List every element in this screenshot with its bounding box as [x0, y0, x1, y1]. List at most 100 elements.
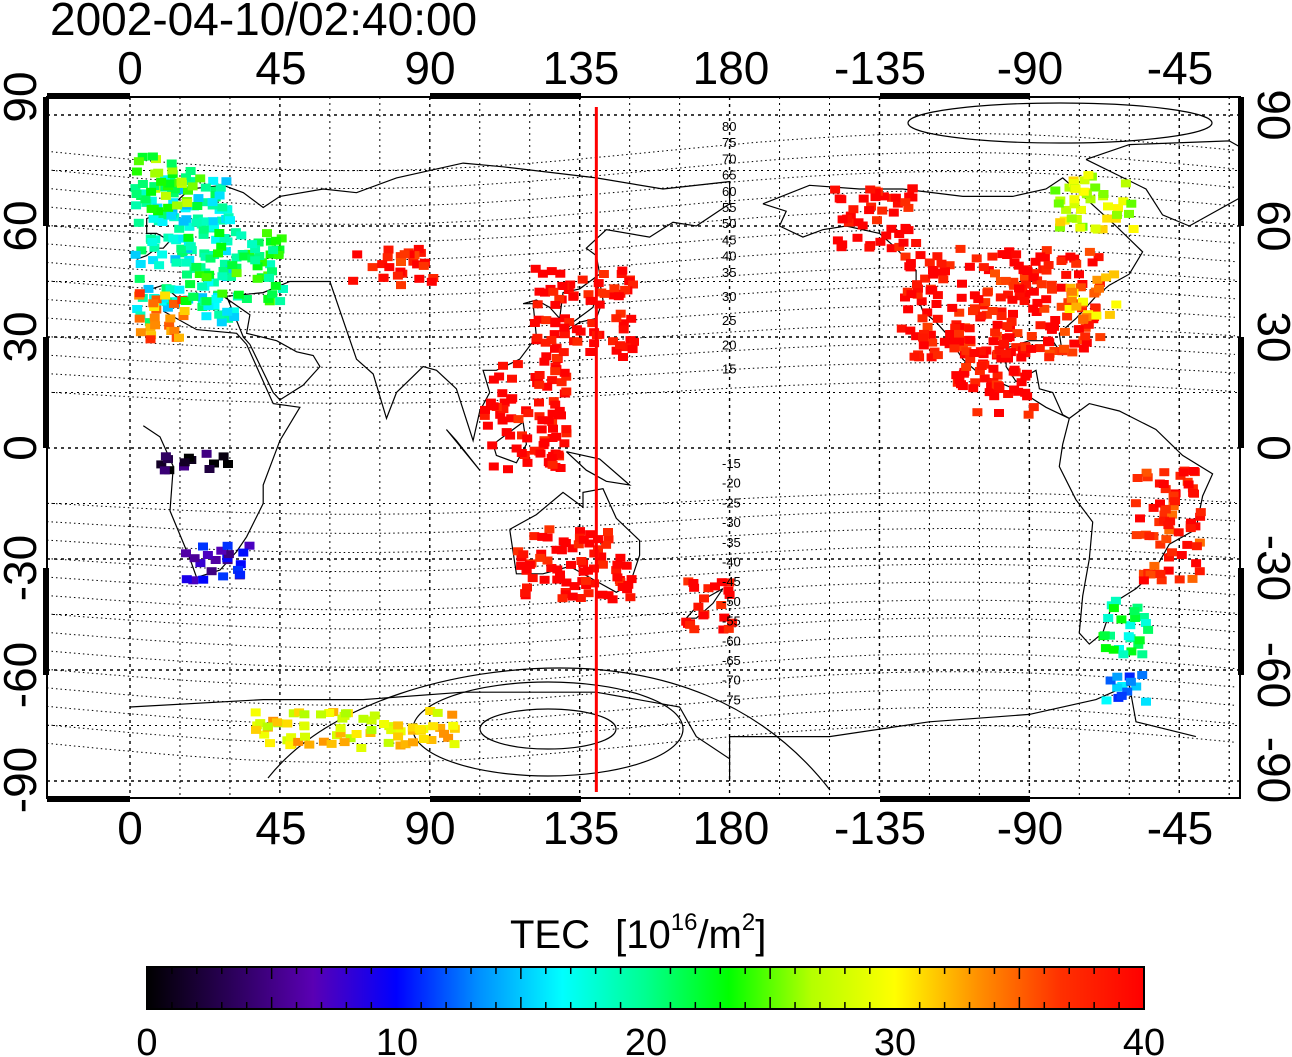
tec-cell — [1095, 333, 1106, 342]
tec-cell — [905, 259, 916, 267]
tec-cell — [1126, 199, 1137, 208]
bottom-lon-label: 90 — [404, 802, 455, 854]
tec-cell — [488, 375, 499, 384]
tec-cell — [395, 727, 406, 736]
tec-cell — [529, 319, 540, 327]
tec-cell — [1160, 485, 1171, 494]
tec-cell — [220, 247, 231, 256]
mag-lat-contour — [47, 653, 1236, 687]
tec-cell — [1158, 480, 1169, 488]
frame-tick-bar — [430, 796, 581, 802]
tec-cell — [407, 723, 418, 732]
contour-label: 60 — [722, 184, 736, 199]
tec-cell — [917, 314, 928, 323]
tec-cell — [1085, 195, 1096, 204]
tec-cell — [495, 410, 506, 419]
tec-cell — [870, 193, 881, 202]
tec-cell — [1021, 280, 1032, 289]
tec-cell — [1028, 304, 1039, 313]
tec-cell — [1016, 378, 1027, 387]
tec-cell — [165, 285, 176, 294]
tec-cell — [186, 177, 197, 186]
tec-cell — [1098, 190, 1109, 198]
tec-cell — [169, 299, 179, 308]
tec-cell — [980, 298, 991, 307]
contour-label: 35 — [722, 265, 736, 280]
tec-cell — [529, 532, 540, 541]
tec-cell — [226, 272, 236, 281]
contour-label: -45 — [722, 574, 741, 589]
tec-cell — [1283, 287, 1292, 295]
frame-tick-bar — [47, 93, 130, 99]
tec-cell — [537, 532, 548, 541]
tec-cell — [536, 549, 547, 558]
tec-cell — [911, 239, 922, 247]
tec-cell — [542, 533, 553, 542]
tec-cell — [969, 349, 980, 357]
colorbar-ticks — [171, 967, 1120, 1009]
tec-cell — [1194, 567, 1205, 576]
tec-cell — [435, 723, 446, 732]
tec-cell — [598, 270, 609, 278]
right-lat-label: 60 — [1248, 200, 1292, 251]
tec-cell — [596, 552, 607, 561]
tec-cell — [916, 297, 927, 306]
tec-cell — [548, 424, 558, 433]
tec-cell — [1271, 276, 1281, 284]
tec-cell — [1003, 390, 1014, 398]
tec-cell — [609, 284, 620, 293]
tec-cell — [625, 593, 636, 602]
tec-cell — [214, 310, 225, 319]
tec-cell — [615, 341, 625, 350]
tec-cell — [1276, 171, 1286, 179]
tec-cell — [1160, 505, 1171, 514]
tec-cell — [552, 565, 563, 574]
tec-cell — [487, 441, 498, 450]
tec-cell — [1188, 467, 1199, 475]
bottom-lon-label: -45 — [1147, 802, 1213, 854]
tec-cell — [271, 236, 282, 245]
mag-lat-contour — [47, 362, 1236, 386]
tec-cell — [1187, 574, 1198, 583]
tec-cell — [252, 274, 263, 283]
tec-cell — [198, 225, 209, 234]
tec-cell — [1130, 614, 1141, 622]
tec-cell — [1008, 309, 1018, 318]
tec-cell — [479, 411, 490, 420]
tec-cell — [896, 324, 907, 333]
tec-cell — [718, 625, 729, 634]
tec-cell — [1134, 636, 1145, 645]
tec-cell — [522, 583, 532, 592]
tec-cell — [223, 550, 234, 559]
tec-cell — [282, 719, 293, 728]
frame-tick-bar — [1238, 97, 1244, 226]
tec-cell — [262, 229, 272, 238]
frame-tick-bar — [43, 568, 49, 675]
tec-cell — [1078, 314, 1089, 323]
tec-cell — [954, 329, 964, 338]
tec-cell — [488, 462, 499, 471]
tec-cell — [1039, 304, 1050, 313]
tec-cell — [909, 352, 920, 361]
tec-cell — [1102, 214, 1113, 223]
tec-cell — [209, 459, 219, 468]
tec-cell — [724, 590, 735, 599]
tec-cell — [1008, 367, 1019, 376]
tec-cell — [132, 305, 143, 313]
tec-cell — [181, 173, 191, 182]
tec-cell — [1090, 183, 1101, 192]
tec-cell — [1046, 280, 1057, 289]
tec-cell — [932, 291, 943, 300]
tec-cell — [1097, 225, 1108, 234]
tec-cell — [1061, 270, 1072, 279]
tec-cell — [1056, 257, 1067, 265]
tec-cell — [1083, 320, 1094, 329]
tec-cell — [573, 540, 584, 549]
tec-cell — [1167, 548, 1177, 557]
tec-cell — [392, 271, 403, 280]
tec-cell — [947, 303, 958, 312]
tec-cell — [153, 168, 164, 177]
tec-cell — [511, 444, 522, 453]
tec-cell — [178, 217, 189, 226]
